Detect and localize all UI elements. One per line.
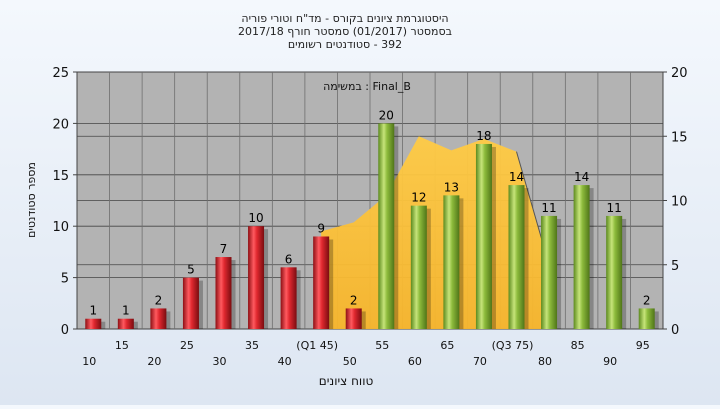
left-tick-label: 10 xyxy=(52,220,69,235)
x-tick-label: 15 xyxy=(115,339,129,352)
right-tick-label: 5 xyxy=(671,259,679,274)
x-tick-label: 25 xyxy=(180,339,194,352)
bar-1 xyxy=(117,318,134,329)
bar-10 xyxy=(410,205,427,329)
x-tick-label: 55 xyxy=(375,339,389,352)
bar-14 xyxy=(541,215,558,329)
x-tick-label: 70 xyxy=(473,355,487,368)
bar-9 xyxy=(378,123,395,330)
bar-6 xyxy=(280,267,297,329)
chart-annotation: במשימה : Final_B xyxy=(323,80,411,93)
x-tick-label: 30 xyxy=(213,355,227,368)
data-label-11: 13 xyxy=(444,180,459,194)
bar-11 xyxy=(443,195,460,329)
bar-0 xyxy=(85,318,102,329)
data-label-16: 11 xyxy=(607,201,622,215)
data-label-13: 14 xyxy=(509,170,524,184)
x-tick-label: 50 xyxy=(343,355,357,368)
x-tick-label: 90 xyxy=(603,355,617,368)
data-label-6: 6 xyxy=(285,252,293,266)
right-tick-label: 20 xyxy=(671,66,688,81)
bar-7 xyxy=(313,236,330,329)
x-tick-label: 20 xyxy=(147,355,161,368)
chart-title-line: היסטוגרמת ציונים בקורס - מד"ח וטורי פורי… xyxy=(241,12,448,25)
data-label-2: 2 xyxy=(155,293,163,307)
data-label-10: 12 xyxy=(411,191,426,205)
bar-16 xyxy=(606,215,623,329)
x-tick-label: 60 xyxy=(408,355,422,368)
distribution-area xyxy=(321,136,550,329)
left-tick-label: 5 xyxy=(61,272,69,287)
data-label-8: 2 xyxy=(350,293,358,307)
x-tick-label: (Q3 75) xyxy=(492,339,534,352)
left-tick-label: 0 xyxy=(61,323,69,338)
x-tick-label: 35 xyxy=(245,339,259,352)
data-label-3: 5 xyxy=(187,263,195,277)
data-label-17: 2 xyxy=(643,293,651,307)
data-label-0: 1 xyxy=(89,304,97,318)
data-label-12: 18 xyxy=(476,129,491,143)
bar-3 xyxy=(182,277,199,329)
x-tick-label: 65 xyxy=(440,339,454,352)
data-label-1: 1 xyxy=(122,304,130,318)
left-tick-label: 20 xyxy=(52,117,69,132)
right-tick-label: 10 xyxy=(671,195,688,210)
bar-17 xyxy=(638,308,655,329)
x-tick-label: (Q1 45) xyxy=(296,339,338,352)
left-tick-label: 15 xyxy=(52,169,69,184)
data-label-9: 20 xyxy=(379,108,394,122)
x-axis-label: טווח ציונים xyxy=(319,374,374,388)
bar-4 xyxy=(215,257,232,329)
chart-title-line: בסמסטר (01/2017) סמסטר חורף 2017/18 xyxy=(238,25,452,38)
bar-5 xyxy=(248,226,265,329)
data-label-5: 10 xyxy=(248,211,263,225)
right-tick-label: 0 xyxy=(671,323,679,338)
x-tick-label: 85 xyxy=(571,339,585,352)
data-label-14: 11 xyxy=(541,201,556,215)
bar-12 xyxy=(475,143,492,329)
left-tick-label: 25 xyxy=(52,66,69,81)
data-label-7: 9 xyxy=(317,221,325,235)
chart-title-line: 392 - סטודנטים רשומים xyxy=(288,38,402,51)
data-label-4: 7 xyxy=(220,242,228,256)
x-tick-label: 40 xyxy=(278,355,292,368)
bar-2 xyxy=(150,308,167,329)
bar-13 xyxy=(508,185,525,329)
bar-8 xyxy=(345,308,362,329)
x-tick-label: 95 xyxy=(636,339,650,352)
x-tick-label: 80 xyxy=(538,355,552,368)
bar-15 xyxy=(573,185,590,329)
x-tick-label: 10 xyxy=(82,355,96,368)
y-axis-label: מספר סטודנטים xyxy=(25,162,38,238)
right-tick-label: 15 xyxy=(671,130,688,145)
data-label-15: 14 xyxy=(574,170,589,184)
